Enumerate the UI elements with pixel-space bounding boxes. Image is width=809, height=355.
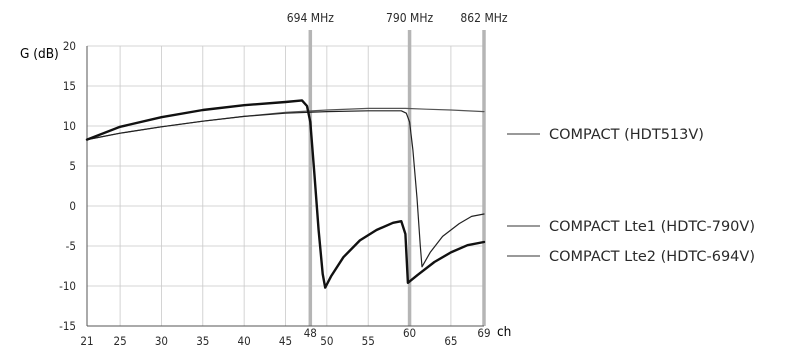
y-tick-label: 5 xyxy=(69,159,76,173)
x-tick-label: 50 xyxy=(320,334,333,348)
x-tick-label: 45 xyxy=(279,334,292,348)
x-tick-label: 60 xyxy=(403,326,416,340)
y-tick-label: -10 xyxy=(59,279,76,293)
x-tick-label: 40 xyxy=(238,334,251,348)
y-tick-label: 10 xyxy=(63,119,76,133)
series-line-3 xyxy=(85,99,486,289)
legend-item-label: COMPACT Lte1 (HDTC-790V) xyxy=(549,219,755,235)
y-tick-label: -15 xyxy=(59,319,76,333)
y-tick-label: 20 xyxy=(63,39,76,53)
x-axis-title: ch xyxy=(497,324,511,340)
x-tick-label: 35 xyxy=(196,334,209,348)
y-tick-label: 0 xyxy=(69,199,76,213)
y-axis-title: G (dB) xyxy=(20,46,59,62)
frequency-band-lines: 694 MHz 790 MHz 862 MHz xyxy=(287,11,508,326)
legend-item-label: COMPACT (HDT513V) xyxy=(549,127,704,143)
series-lines xyxy=(85,99,486,289)
x-tick-label: 69 xyxy=(477,326,490,340)
grid-lines xyxy=(87,45,484,326)
x-tick-label: 65 xyxy=(444,334,457,348)
legend-item-label: COMPACT Lte2 (HDTC-694V) xyxy=(549,249,755,265)
frequency-label: 790 MHz xyxy=(386,11,433,25)
frequency-label: 694 MHz xyxy=(287,11,334,25)
x-tick-label: 21 xyxy=(80,334,93,348)
series-line-2 xyxy=(86,110,485,268)
x-tick-label: 55 xyxy=(362,334,375,348)
y-tick-label: -5 xyxy=(66,239,76,253)
legend: COMPACT (HDT513V) COMPACT Lte1 (HDTC-790V… xyxy=(507,127,755,265)
x-tick-label: 25 xyxy=(113,334,126,348)
x-tick-label: 30 xyxy=(155,334,168,348)
frequency-label: 862 MHz xyxy=(460,11,507,25)
y-tick-label: 15 xyxy=(63,79,76,93)
x-tick-label: 48 xyxy=(304,326,317,340)
axes xyxy=(86,46,484,327)
